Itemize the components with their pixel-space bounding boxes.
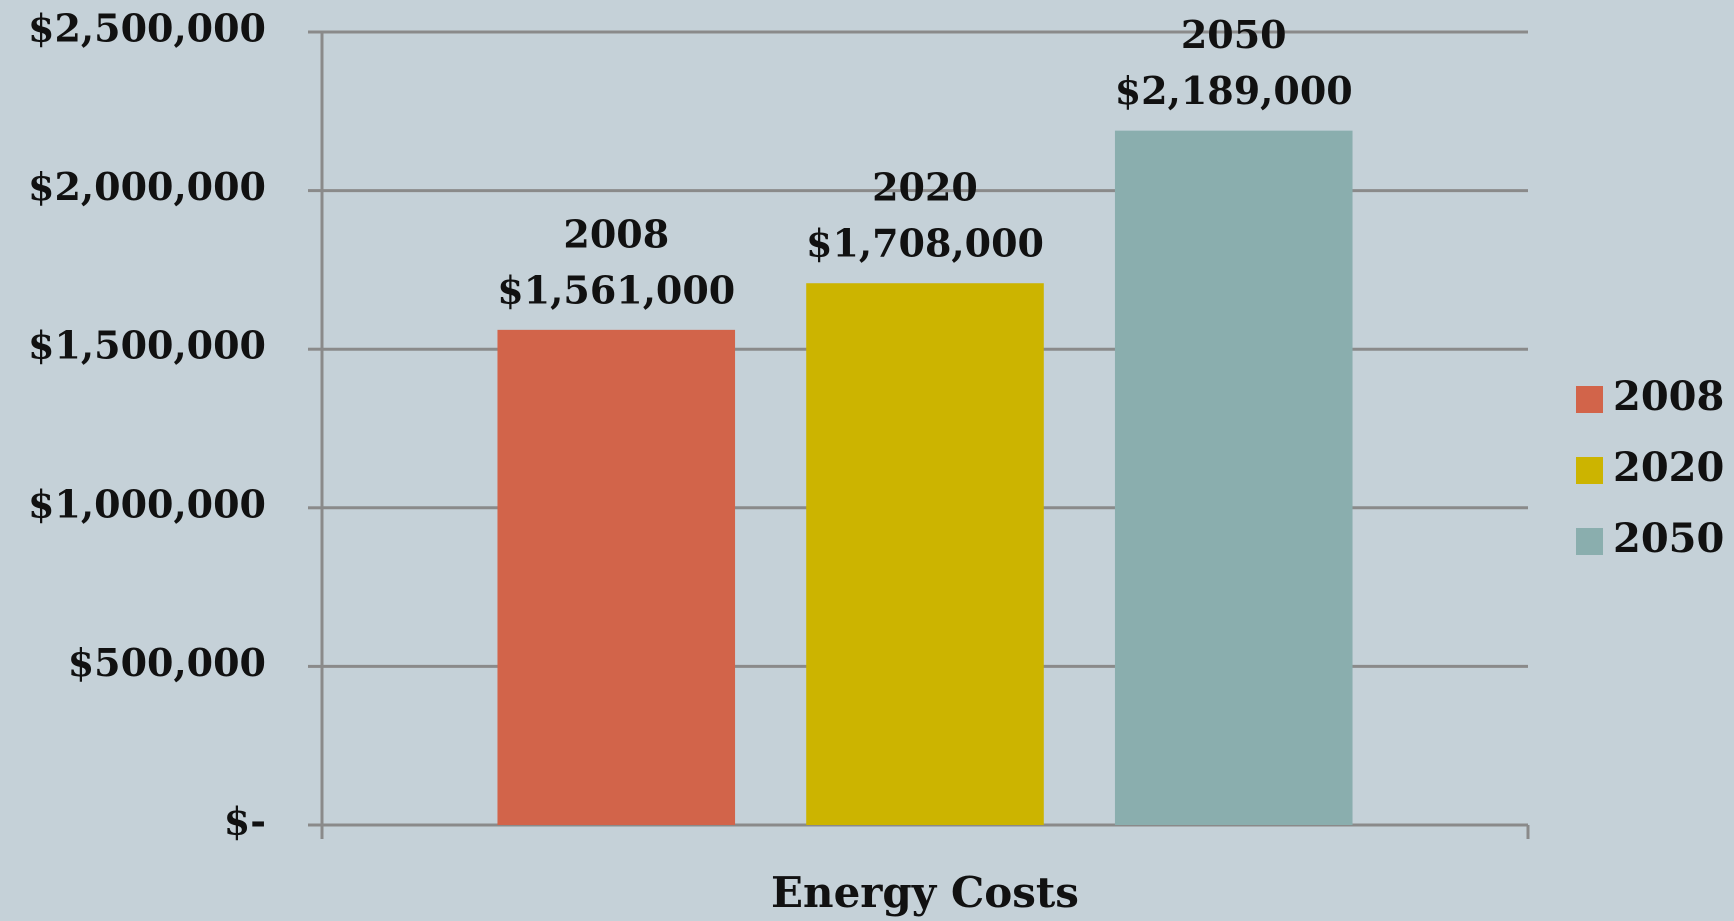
x-axis-category: Energy Costs (771, 868, 1079, 917)
bar (497, 329, 736, 825)
bar (1114, 130, 1353, 826)
y-tick-label: $- (224, 799, 266, 844)
y-tick-label: $2,500,000 (28, 6, 266, 51)
legend-label: 2020 (1613, 444, 1724, 491)
y-tick-label: $2,000,000 (28, 164, 266, 209)
y-tick-label: $500,000 (68, 640, 266, 685)
y-tick-label: $1,000,000 (28, 481, 266, 526)
data-label: $1,708,000 (806, 221, 1044, 266)
data-label-series: 2020 (872, 165, 978, 210)
legend-swatch (1576, 386, 1603, 413)
y-tick-label: $1,500,000 (28, 323, 266, 368)
data-label-series: 2050 (1181, 12, 1287, 57)
bar (806, 283, 1044, 825)
legend-swatch (1576, 528, 1603, 555)
legend-label: 2008 (1613, 373, 1724, 420)
data-label: $2,189,000 (1115, 68, 1353, 113)
data-label: $1,561,000 (497, 267, 735, 312)
legend-label: 2050 (1613, 515, 1724, 562)
legend-swatch (1576, 457, 1603, 484)
data-label-series: 2008 (563, 211, 669, 256)
